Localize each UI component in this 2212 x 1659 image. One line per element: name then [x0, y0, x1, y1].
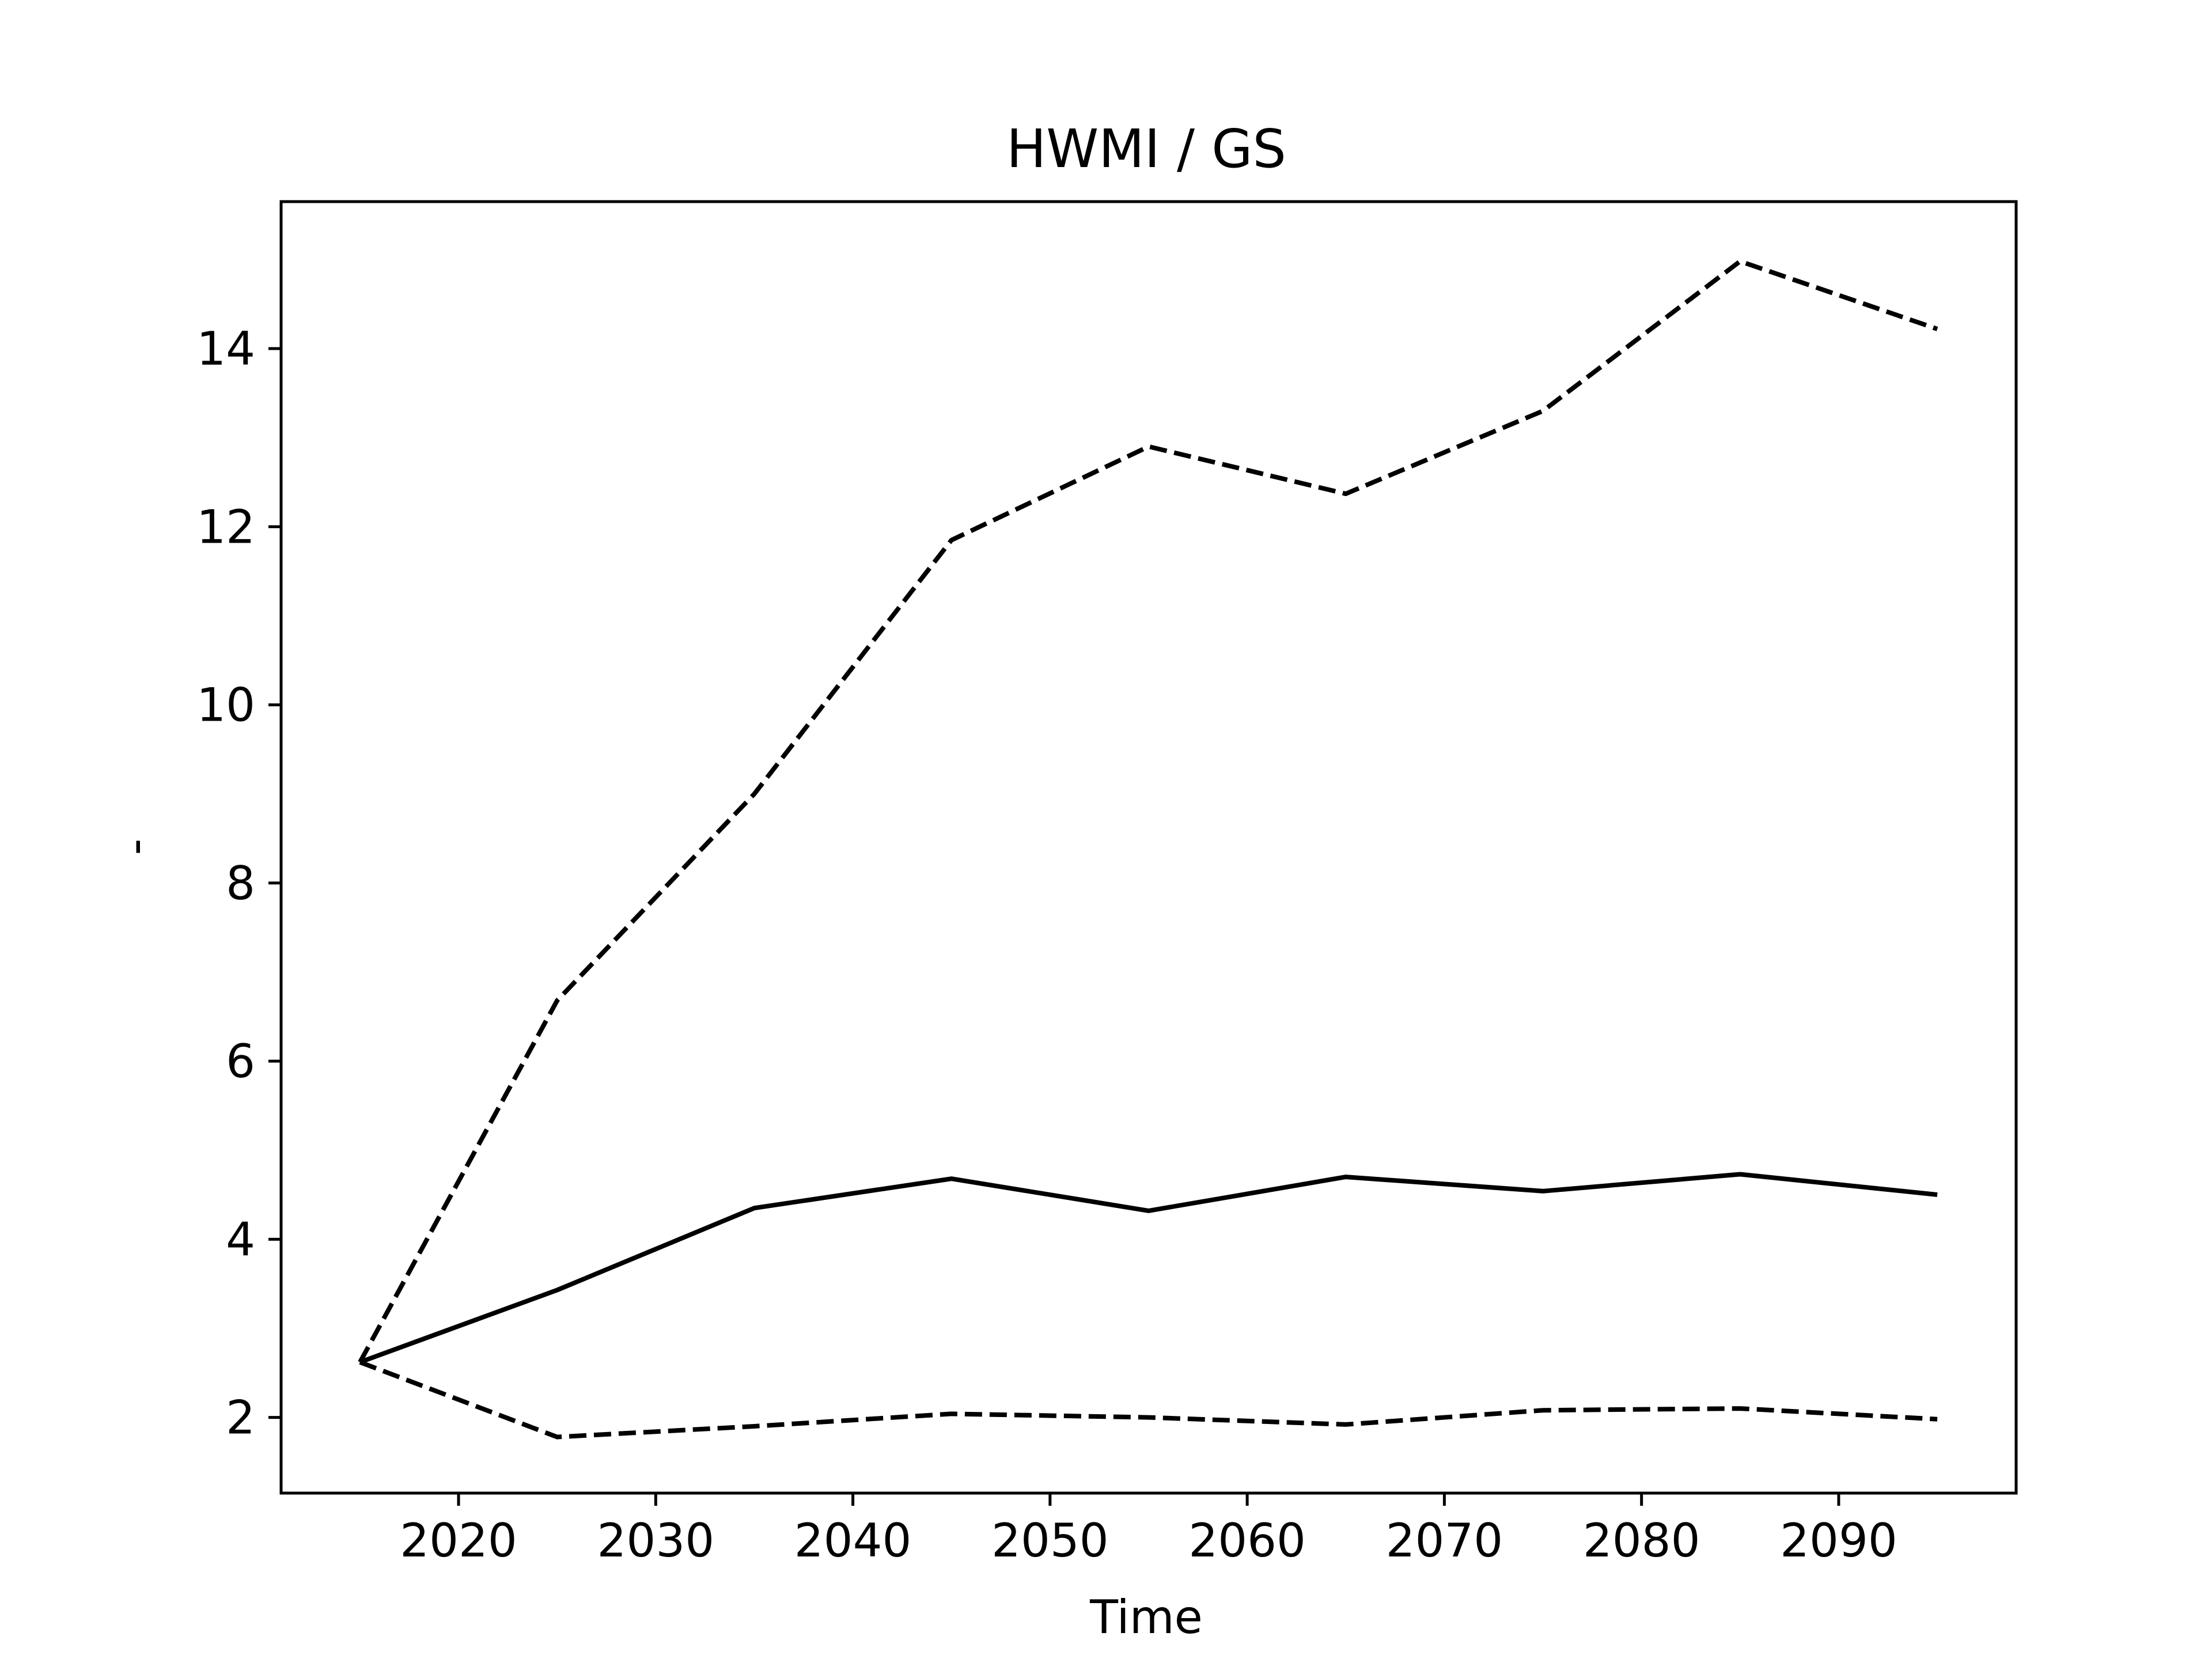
x-tick-label: 2030 — [597, 1514, 715, 1567]
chart-title: HWMI / GS — [1006, 118, 1286, 180]
x-tick-label: 2080 — [1583, 1514, 1700, 1567]
plot-frame — [279, 200, 2018, 1495]
y-tick-label: 10 — [196, 679, 255, 732]
y-axis: 2 4 6 8 10 12 14 — [196, 322, 281, 1445]
y-tick-label: 8 — [226, 857, 255, 910]
x-tick-label: 2040 — [794, 1514, 912, 1567]
x-axis-label: Time — [1089, 1590, 1203, 1644]
series-line-2 — [359, 1172, 1938, 1365]
y-tick-label: 2 — [226, 1391, 255, 1445]
x-axis: 2020 2030 2040 2050 2060 2070 2080 2090 — [400, 1493, 1897, 1567]
series-line-3 — [359, 1359, 1938, 1440]
x-tick-label: 2020 — [400, 1514, 517, 1567]
y-tick-label: 14 — [196, 322, 255, 376]
series-layer — [358, 259, 1938, 1440]
x-tick-label: 2060 — [1188, 1514, 1306, 1567]
y-tick-label: 6 — [226, 1035, 255, 1088]
series-line-1 — [358, 259, 1938, 1363]
x-tick-label: 2070 — [1386, 1514, 1503, 1567]
y-tick-label: 12 — [196, 500, 255, 554]
y-axis-label: - — [108, 839, 162, 855]
x-tick-label: 2050 — [991, 1514, 1109, 1567]
y-tick-label: 4 — [226, 1213, 255, 1266]
x-tick-label: 2090 — [1780, 1514, 1897, 1567]
